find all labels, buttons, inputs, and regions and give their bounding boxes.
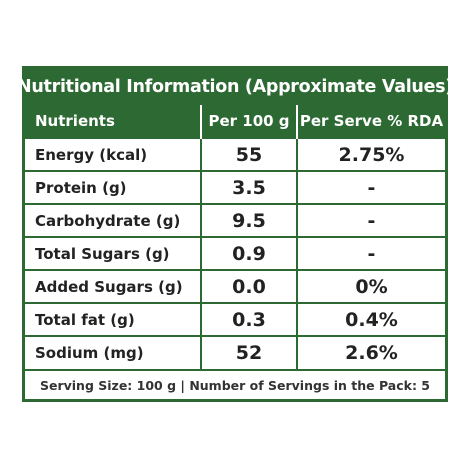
- per-100g-value: 3.5: [200, 170, 297, 204]
- rda-value: -: [296, 203, 445, 237]
- nutrient-name: Added Sugars (g): [25, 269, 201, 303]
- table-row: Added Sugars (g) 0.0 0%: [25, 269, 445, 303]
- rda-value: 2.6%: [296, 335, 445, 369]
- per-100g-value: 0.9: [200, 236, 297, 270]
- serving-info-footer: Serving Size: 100 g | Number of Servings…: [25, 369, 445, 399]
- table-row: Protein (g) 3.5 -: [25, 170, 445, 204]
- nutrient-name: Protein (g): [25, 170, 201, 204]
- table-row: Carbohydrate (g) 9.5 -: [25, 203, 445, 237]
- per-100g-value: 0.0: [200, 269, 297, 303]
- nutrition-table: Nutrients Per 100 g Per Serve % RDA Ener…: [25, 105, 445, 369]
- header-per-100g: Per 100 g: [200, 105, 297, 138]
- nutrient-name: Total fat (g): [25, 302, 201, 336]
- nutrient-name: Sodium (mg): [25, 335, 201, 369]
- per-100g-value: 52: [200, 335, 297, 369]
- table-row: Sodium (mg) 52 2.6%: [25, 335, 445, 369]
- rda-value: -: [296, 170, 445, 204]
- rda-value: 0%: [296, 269, 445, 303]
- nutrient-name: Carbohydrate (g): [25, 203, 201, 237]
- rda-value: 0.4%: [296, 302, 445, 336]
- per-100g-value: 0.3: [200, 302, 297, 336]
- header-row: Nutrients Per 100 g Per Serve % RDA: [25, 105, 445, 138]
- nutrient-name: Total Sugars (g): [25, 236, 201, 270]
- table-title: Nutritional Information (Approximate Val…: [17, 69, 453, 105]
- table-row: Total Sugars (g) 0.9 -: [25, 236, 445, 270]
- header-nutrients: Nutrients: [25, 105, 201, 138]
- per-100g-value: 9.5: [200, 203, 297, 237]
- rda-value: 2.75%: [296, 137, 445, 171]
- per-100g-value: 55: [200, 137, 297, 171]
- table-row: Total fat (g) 0.3 0.4%: [25, 302, 445, 336]
- rda-value: -: [296, 236, 445, 270]
- nutrition-table-card: Nutritional Information (Approximate Val…: [17, 66, 453, 402]
- table-row: Energy (kcal) 55 2.75%: [25, 137, 445, 171]
- header-per-serve-rda: Per Serve % RDA: [296, 105, 445, 138]
- nutrient-name: Energy (kcal): [25, 137, 201, 171]
